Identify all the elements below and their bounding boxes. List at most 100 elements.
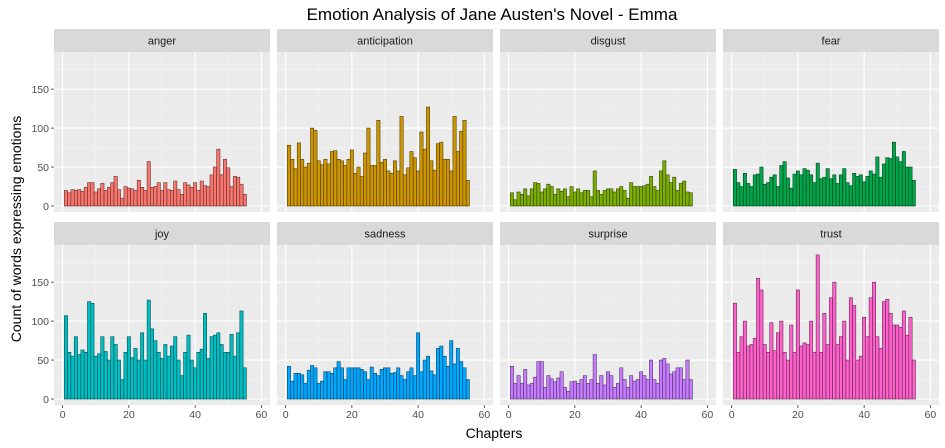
bar xyxy=(73,336,78,400)
bar xyxy=(353,367,358,400)
bar xyxy=(586,190,591,207)
bar xyxy=(782,161,787,207)
x-tick-label: 40 xyxy=(635,409,647,421)
bar xyxy=(373,373,377,400)
bar xyxy=(93,355,98,400)
bar xyxy=(442,158,447,207)
bar xyxy=(166,355,171,400)
bar xyxy=(449,340,454,400)
bar xyxy=(80,190,85,207)
bar xyxy=(87,182,92,207)
x-tick-label: 40 xyxy=(858,409,870,421)
bar xyxy=(911,359,916,400)
y-axis-title: Count of words expressing emotions xyxy=(8,116,24,342)
y-tick-label: 150 xyxy=(31,277,49,289)
bar xyxy=(809,320,814,400)
bar xyxy=(546,183,551,207)
bar xyxy=(835,344,840,400)
bar xyxy=(136,180,141,207)
bar xyxy=(189,187,194,207)
bar xyxy=(655,190,660,207)
bar xyxy=(579,379,584,400)
facet-strip-label: trust xyxy=(820,229,841,241)
bar xyxy=(589,196,594,207)
bar xyxy=(287,144,291,207)
bar xyxy=(422,148,427,207)
bar xyxy=(752,174,757,207)
bar xyxy=(756,277,761,400)
x-tick-label: 0 xyxy=(729,409,735,421)
bar xyxy=(662,358,667,400)
bar xyxy=(412,375,417,400)
bar xyxy=(539,361,544,400)
bar xyxy=(422,359,427,400)
facet-strip-label: sadness xyxy=(365,229,406,241)
bar xyxy=(143,359,148,400)
bar xyxy=(173,180,178,207)
x-tick-label: 60 xyxy=(479,409,491,421)
bar xyxy=(412,157,417,207)
bar xyxy=(688,379,693,400)
bar xyxy=(872,281,876,400)
bar xyxy=(203,313,207,400)
bar xyxy=(766,182,771,207)
bar xyxy=(406,371,411,400)
bar xyxy=(842,168,847,207)
bar xyxy=(536,361,541,400)
x-tick-label: 0 xyxy=(283,409,289,421)
bar xyxy=(330,151,334,207)
bar xyxy=(812,351,817,400)
bar xyxy=(645,183,650,207)
bar xyxy=(366,127,371,207)
bar xyxy=(363,371,368,400)
bar xyxy=(799,174,804,207)
bar xyxy=(140,187,145,207)
bar xyxy=(64,190,68,207)
bar xyxy=(536,183,541,207)
bar xyxy=(196,190,201,207)
bar xyxy=(90,302,95,400)
x-tick-label: 0 xyxy=(60,409,66,421)
bar xyxy=(649,359,653,400)
bar xyxy=(819,351,823,400)
bar xyxy=(839,336,843,400)
bar xyxy=(895,156,900,207)
bar xyxy=(140,332,145,400)
bar xyxy=(848,297,853,400)
bar xyxy=(393,160,397,207)
bar xyxy=(452,116,457,207)
bar xyxy=(462,367,467,400)
bar xyxy=(829,297,833,400)
bar xyxy=(110,336,115,400)
bar xyxy=(376,375,381,400)
bar xyxy=(287,366,291,400)
bar xyxy=(563,387,567,400)
bar xyxy=(409,367,414,400)
bar xyxy=(445,158,450,207)
bar xyxy=(70,189,75,207)
bar xyxy=(516,191,521,207)
bar xyxy=(635,379,640,400)
bar xyxy=(885,299,890,400)
facet-strip-label: surprise xyxy=(588,229,627,241)
bar xyxy=(389,373,394,400)
facet-strip xyxy=(500,222,716,245)
bar xyxy=(519,194,524,207)
bar xyxy=(835,183,840,207)
bar xyxy=(882,301,886,400)
bar xyxy=(678,183,683,207)
bar xyxy=(855,176,860,207)
bar xyxy=(373,165,377,207)
bar xyxy=(64,315,68,400)
bar xyxy=(678,367,683,400)
bar xyxy=(179,194,184,207)
bar xyxy=(815,162,820,207)
bar xyxy=(510,366,514,400)
bar xyxy=(216,332,221,400)
x-tick-label: 40 xyxy=(412,409,424,421)
bar xyxy=(326,371,331,400)
bar xyxy=(306,162,311,207)
bar xyxy=(300,374,305,400)
bar xyxy=(186,334,191,400)
bar xyxy=(599,194,604,207)
